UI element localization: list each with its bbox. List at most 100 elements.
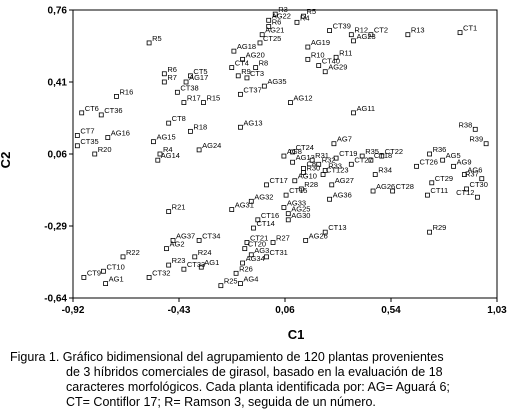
data-point-label: CT123 xyxy=(326,166,349,175)
data-point xyxy=(427,151,432,157)
data-point-label: AG14 xyxy=(161,151,180,160)
data-point-label: R7 xyxy=(167,73,177,82)
figure-caption: Figura 1. Gráfico bidimensional del agru… xyxy=(10,350,515,410)
data-point xyxy=(192,254,198,260)
y-axis-label: C2 xyxy=(0,152,13,169)
data-point xyxy=(170,237,176,243)
data-point xyxy=(305,56,311,62)
data-point xyxy=(264,182,269,188)
x-tick-label: -0,92 xyxy=(62,305,85,316)
data-point xyxy=(196,147,202,153)
data-point xyxy=(292,178,298,184)
data-point xyxy=(253,65,259,70)
data-point xyxy=(301,170,306,175)
data-point xyxy=(164,246,169,252)
data-point xyxy=(114,94,119,99)
data-point xyxy=(103,281,109,287)
data-point-label: C8 xyxy=(306,159,316,168)
data-point-label: R23 xyxy=(172,256,186,265)
data-point xyxy=(238,124,243,130)
data-point xyxy=(79,110,85,116)
data-point-label: R17 xyxy=(187,94,201,103)
data-point xyxy=(320,172,326,177)
data-point-label: R5 xyxy=(152,34,162,43)
data-point-label: CT18 xyxy=(374,151,392,160)
data-point xyxy=(98,112,104,118)
data-point-label: CT27 xyxy=(354,155,372,164)
data-point xyxy=(233,270,239,276)
data-point-label: AG22 xyxy=(272,11,291,20)
data-point xyxy=(218,283,224,289)
data-point-label: AG13 xyxy=(243,118,262,127)
data-point xyxy=(264,254,269,260)
data-point xyxy=(157,151,163,157)
data-point-label: CT28 xyxy=(396,182,414,191)
caption-line-1: Figura 1. Gráfico bidimensional del agru… xyxy=(10,350,444,364)
data-point-label: AG4 xyxy=(243,275,258,284)
x-tick-label: 0,06 xyxy=(275,305,295,316)
caption-line-3: caracteres morfológicos. Cada planta ide… xyxy=(66,380,450,394)
data-point-label: AG6 xyxy=(467,166,482,175)
data-point-label: CT10 xyxy=(106,262,124,271)
data-point-label: CT37 xyxy=(243,85,261,94)
data-point-label: CT13 xyxy=(328,223,346,232)
data-point-label: CT8 xyxy=(172,114,186,123)
data-point xyxy=(229,65,235,70)
data-point-label: AG33 xyxy=(287,198,306,207)
data-point xyxy=(251,225,256,231)
data-point xyxy=(120,254,126,260)
data-point-label: AG27 xyxy=(335,176,354,185)
data-point xyxy=(464,186,469,192)
data-point xyxy=(305,44,311,50)
data-point-label: R36 xyxy=(433,145,447,154)
data-point-label: R21 xyxy=(172,203,186,212)
data-point-label: AG34 xyxy=(246,254,265,263)
data-point-label: AG26 xyxy=(309,231,328,240)
data-point xyxy=(309,157,315,163)
data-point-label: R26 xyxy=(239,264,253,273)
data-point-label: CT32 xyxy=(152,268,170,277)
data-point-label: R35 xyxy=(365,147,379,156)
data-point xyxy=(451,163,456,169)
data-point xyxy=(266,24,272,29)
data-point-label: AG37 xyxy=(176,231,195,240)
data-point xyxy=(151,139,156,145)
data-point-label: R34 xyxy=(378,166,392,175)
data-point xyxy=(390,188,396,194)
data-point-label: R33 xyxy=(328,161,342,170)
data-point-label: R38 xyxy=(458,120,472,129)
data-point-label: CT7 xyxy=(80,126,94,135)
data-point xyxy=(166,120,172,126)
data-point xyxy=(240,56,246,62)
data-point xyxy=(461,172,467,177)
data-point-label: R5 xyxy=(306,7,316,16)
data-point-label: CT35 xyxy=(80,137,98,146)
data-point-label: CT39 xyxy=(333,22,351,31)
data-point-label: CT5 xyxy=(193,67,207,76)
data-point-label: AG13 xyxy=(296,153,315,162)
data-point xyxy=(166,262,172,268)
data-point xyxy=(479,176,485,182)
data-point-label: AG19 xyxy=(311,38,330,47)
data-point-label: CT22 xyxy=(385,147,403,156)
data-point xyxy=(368,32,374,38)
data-point-label: AG11 xyxy=(356,104,375,113)
data-point-label: R6 xyxy=(167,65,177,74)
data-point-label: AG9 xyxy=(457,157,472,166)
data-point xyxy=(475,194,480,200)
data-point xyxy=(181,266,187,272)
data-point xyxy=(290,149,296,155)
data-point xyxy=(333,54,339,60)
data-point-label: AG18 xyxy=(237,42,256,51)
data-point xyxy=(74,133,80,138)
data-point xyxy=(303,237,309,243)
data-point xyxy=(281,205,287,210)
data-point xyxy=(244,75,250,81)
data-point xyxy=(257,40,263,46)
data-point xyxy=(240,260,246,266)
data-point xyxy=(161,71,167,77)
data-point-label: CT9 xyxy=(87,268,101,277)
x-tick-label: -0,43 xyxy=(168,305,191,316)
data-point-label: CT3 xyxy=(250,69,264,78)
